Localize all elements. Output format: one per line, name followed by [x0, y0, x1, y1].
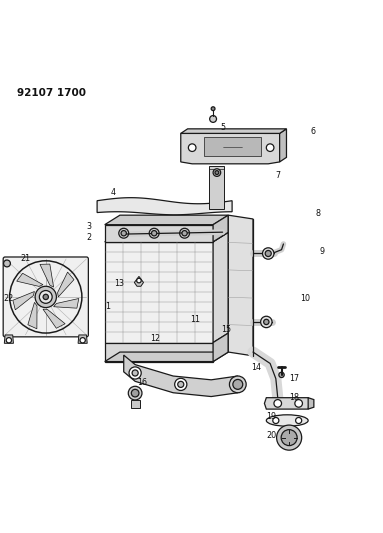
Circle shape: [119, 228, 129, 238]
Text: 10: 10: [301, 294, 311, 303]
Polygon shape: [28, 302, 37, 329]
Polygon shape: [54, 298, 79, 308]
Circle shape: [233, 379, 243, 389]
Circle shape: [6, 337, 11, 343]
Polygon shape: [105, 232, 228, 242]
Circle shape: [3, 260, 10, 267]
Circle shape: [266, 144, 274, 151]
FancyBboxPatch shape: [3, 257, 88, 337]
Text: 1: 1: [105, 302, 110, 311]
Circle shape: [296, 417, 302, 424]
Text: 9: 9: [319, 247, 325, 256]
Circle shape: [175, 378, 187, 391]
Text: 6: 6: [310, 127, 315, 136]
Circle shape: [274, 400, 282, 407]
Circle shape: [137, 278, 141, 283]
Text: 5: 5: [221, 123, 226, 132]
Circle shape: [210, 116, 216, 123]
Text: 21: 21: [20, 254, 30, 263]
Circle shape: [80, 337, 85, 343]
Polygon shape: [181, 129, 286, 133]
Polygon shape: [209, 166, 224, 209]
Circle shape: [35, 286, 56, 308]
Text: 19: 19: [266, 412, 277, 421]
Circle shape: [178, 381, 184, 387]
Polygon shape: [105, 352, 228, 361]
Polygon shape: [131, 400, 140, 408]
Polygon shape: [213, 232, 228, 343]
Circle shape: [264, 319, 269, 325]
Polygon shape: [134, 277, 144, 286]
Circle shape: [128, 386, 142, 400]
Circle shape: [229, 376, 246, 393]
Circle shape: [188, 144, 196, 151]
Polygon shape: [181, 130, 280, 164]
Circle shape: [215, 171, 219, 174]
Polygon shape: [280, 129, 286, 162]
Polygon shape: [97, 198, 232, 215]
Circle shape: [131, 389, 139, 397]
Polygon shape: [4, 335, 13, 343]
Circle shape: [132, 370, 138, 376]
Polygon shape: [17, 273, 43, 286]
Polygon shape: [204, 137, 260, 156]
Circle shape: [265, 251, 271, 256]
Circle shape: [211, 107, 215, 110]
Circle shape: [281, 430, 297, 446]
Polygon shape: [78, 335, 87, 343]
Text: 12: 12: [150, 334, 160, 343]
Circle shape: [43, 294, 48, 300]
Text: 18: 18: [289, 393, 299, 402]
Circle shape: [279, 372, 284, 377]
Circle shape: [213, 169, 221, 176]
Circle shape: [295, 400, 303, 407]
Text: 4: 4: [111, 188, 116, 197]
Text: 14: 14: [251, 363, 261, 372]
Polygon shape: [105, 242, 213, 343]
Text: 20: 20: [266, 431, 277, 440]
Circle shape: [262, 248, 274, 259]
Text: 16: 16: [137, 378, 147, 387]
Circle shape: [180, 228, 190, 238]
Polygon shape: [43, 309, 65, 328]
Text: 3: 3: [87, 222, 92, 231]
Polygon shape: [228, 215, 253, 356]
Polygon shape: [13, 292, 34, 310]
Polygon shape: [213, 215, 228, 242]
Text: 8: 8: [316, 209, 321, 218]
Circle shape: [129, 367, 141, 379]
Circle shape: [273, 417, 279, 424]
Polygon shape: [264, 398, 310, 409]
Circle shape: [39, 290, 52, 303]
Text: 17: 17: [289, 374, 299, 383]
Polygon shape: [105, 225, 213, 242]
Circle shape: [149, 228, 159, 238]
Text: 13: 13: [114, 279, 124, 288]
Polygon shape: [57, 272, 74, 297]
Text: 22: 22: [3, 294, 13, 303]
Polygon shape: [124, 355, 238, 397]
Text: 2: 2: [86, 233, 92, 243]
Circle shape: [260, 316, 272, 328]
Text: 7: 7: [276, 171, 281, 180]
Ellipse shape: [266, 415, 308, 426]
Polygon shape: [40, 264, 54, 287]
Text: 11: 11: [190, 315, 200, 324]
Text: 15: 15: [221, 325, 231, 334]
Polygon shape: [308, 398, 314, 409]
Polygon shape: [105, 343, 213, 361]
Circle shape: [121, 231, 126, 236]
Circle shape: [277, 425, 302, 450]
Circle shape: [152, 231, 157, 236]
Polygon shape: [105, 215, 228, 225]
Circle shape: [182, 231, 187, 236]
Polygon shape: [213, 333, 228, 361]
Text: 92107 1700: 92107 1700: [17, 88, 86, 98]
